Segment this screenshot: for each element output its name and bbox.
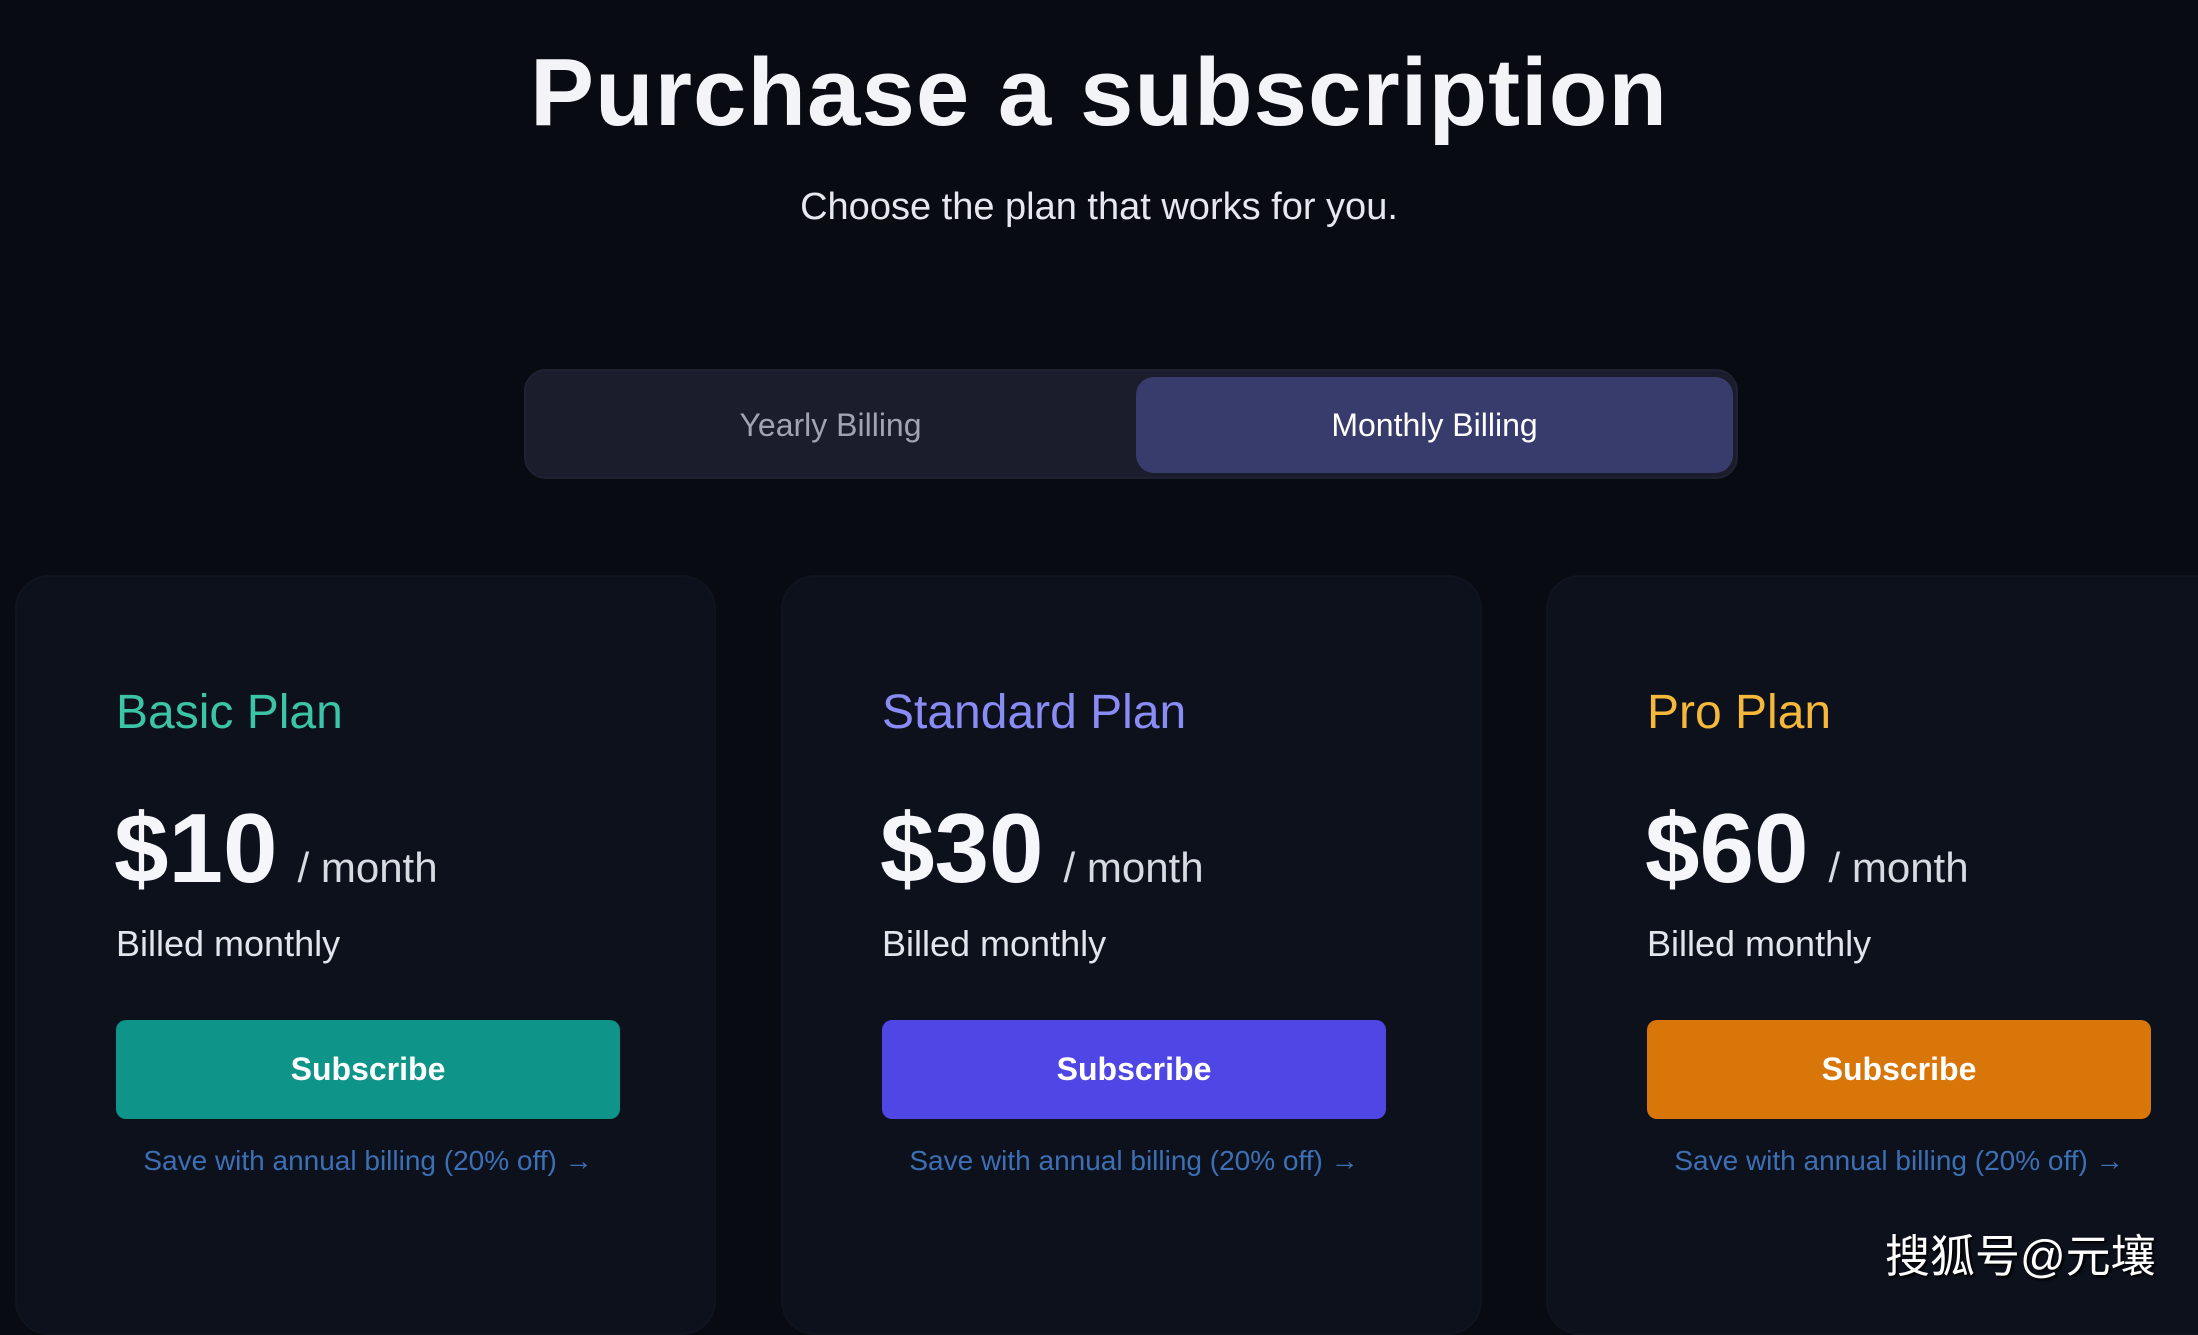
plan-price: $10 / month	[114, 792, 438, 905]
billing-note: Billed monthly	[1647, 923, 1872, 964]
billing-note: Billed monthly	[116, 923, 341, 964]
annual-billing-link[interactable]: Save with annual billing (20% off) →	[143, 1145, 593, 1176]
page-subtitle: Choose the plan that works for you.	[800, 186, 1398, 228]
plan-card-standard: Standard Plan $30/ month Billed monthly …	[781, 575, 1482, 1335]
subscribe-button[interactable]: Subscribe	[116, 1020, 620, 1119]
monthly-billing-tab[interactable]: Monthly Billing	[1136, 377, 1733, 473]
plan-name: Basic Plan	[116, 686, 343, 739]
watermark: 搜狐号@元壤	[1885, 1231, 2156, 1282]
plan-name: Standard Plan	[882, 686, 1187, 739]
price-period: / month	[297, 844, 438, 891]
plan-price: $60 / month	[1645, 792, 1969, 905]
subscribe-button[interactable]: Subscribe	[882, 1020, 1386, 1119]
subscribe-button[interactable]: Subscribe	[1647, 1020, 2151, 1119]
price-amount: $30	[880, 793, 1044, 903]
annual-billing-link[interactable]: Save with annual billing (20% off) →	[909, 1145, 1359, 1176]
page-title: Purchase a subscription	[529, 39, 1668, 146]
yearly-billing-tab[interactable]: Yearly Billing	[739, 406, 922, 443]
price-amount: $10	[114, 793, 278, 903]
billing-toggle: Yearly Billing Monthly Billing	[524, 369, 1738, 479]
plan-price: $30 / month	[880, 792, 1204, 905]
price-period: / month	[1828, 844, 1969, 891]
price-period: / month	[1063, 844, 1204, 891]
price-amount: $60	[1645, 793, 1809, 903]
plan-card-basic: Basic Plan $10 / month Billed monthly Sub…	[15, 575, 716, 1335]
annual-billing-link[interactable]: Save with annual billing (20% off) →	[1674, 1145, 2124, 1176]
billing-note: Billed monthly	[882, 923, 1107, 964]
plan-card-pro: Pro Plan $60 / month Billed monthly Subsc…	[1546, 575, 2198, 1335]
plan-name: Pro Plan	[1647, 686, 1832, 739]
